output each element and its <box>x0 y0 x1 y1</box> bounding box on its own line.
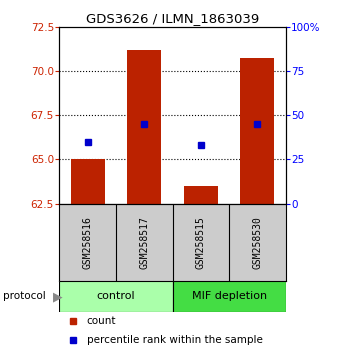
Text: ▶: ▶ <box>53 290 62 303</box>
Title: GDS3626 / ILMN_1863039: GDS3626 / ILMN_1863039 <box>86 12 259 25</box>
Text: GSM258530: GSM258530 <box>252 216 262 269</box>
Bar <box>184 186 218 204</box>
Text: protocol: protocol <box>3 291 46 302</box>
Text: control: control <box>97 291 135 302</box>
Bar <box>71 159 105 204</box>
Text: GSM258517: GSM258517 <box>139 216 149 269</box>
Text: MIF depletion: MIF depletion <box>191 291 267 302</box>
Text: GSM258515: GSM258515 <box>196 216 206 269</box>
Text: GSM258516: GSM258516 <box>83 216 93 269</box>
Text: percentile rank within the sample: percentile rank within the sample <box>87 335 262 344</box>
Bar <box>127 50 161 204</box>
Bar <box>240 58 274 204</box>
Text: count: count <box>87 316 116 326</box>
Bar <box>173 281 286 312</box>
Bar <box>59 281 173 312</box>
